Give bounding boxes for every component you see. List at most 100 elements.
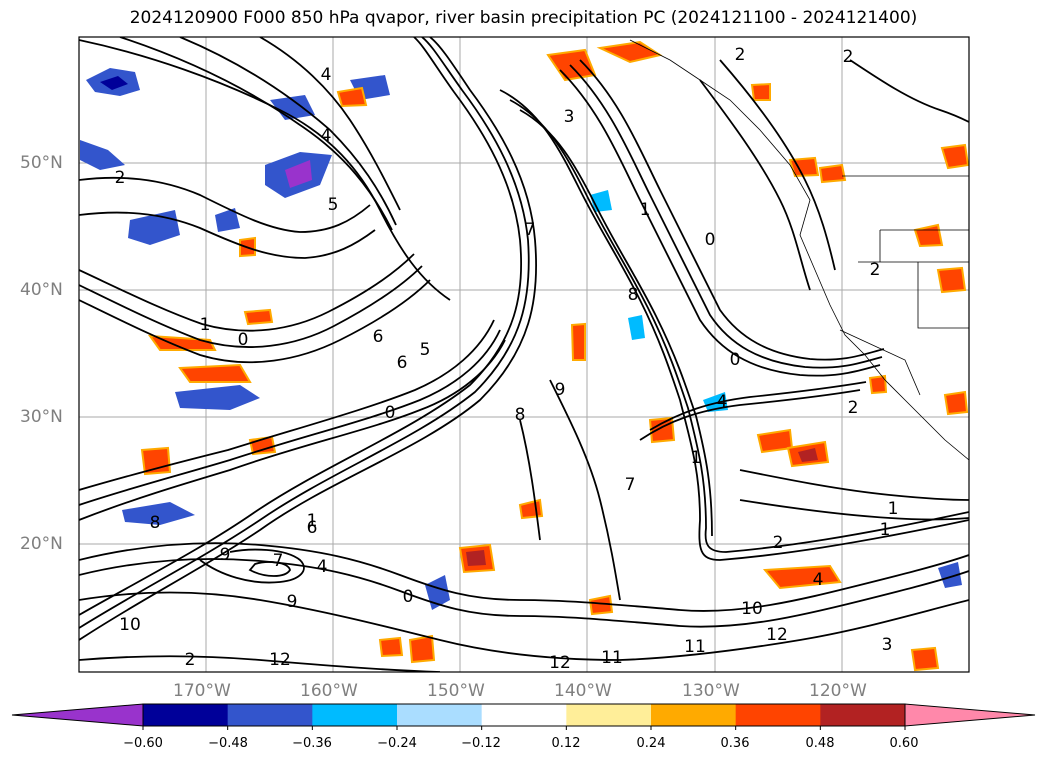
colorbar [11,703,1036,730]
colorbar-tick-label: 0.36 [720,736,750,751]
contour-label: 11 [601,648,623,668]
contour-label: 2 [185,650,196,670]
anomaly-blob [588,594,614,616]
colorbar-extend-low [11,703,144,727]
colorbar-extend-high [904,703,1036,727]
contour-label: 1 [307,511,318,531]
anomaly-blob [546,48,597,82]
colorbar-ticks [142,726,906,730]
anomaly-blob [756,428,794,454]
colorbar-segment [651,704,737,726]
contour-label: 1 [691,448,702,468]
contour-line [79,542,969,612]
contour-line [79,339,506,521]
anomaly-blob [910,646,940,672]
contour-line [179,37,397,226]
colorbar-segment [566,704,652,726]
contour-label: 9 [287,592,298,612]
contour-line [79,37,530,629]
contour-label: 1 [880,520,891,540]
contour-line [509,99,969,553]
anomaly-blob [270,95,315,120]
contour-line [79,37,538,641]
anomaly-blob [570,322,586,361]
anomaly-blob [336,86,368,108]
contour-line [259,37,401,211]
contour-line [79,655,441,672]
lon-label-160w: 160°W [300,681,358,701]
colorbar-tick-label: −0.48 [208,736,248,751]
contour-label: 9 [555,380,566,400]
contour-label: 10 [741,599,763,619]
contour-label: 4 [321,126,332,146]
contour-line [199,548,305,584]
colorbar-tick-label: −0.24 [377,736,417,751]
contour-line [79,211,376,259]
contour-line [79,265,423,348]
contour-line [739,499,969,521]
contour-line [79,176,371,233]
contour-label: 0 [238,330,249,350]
contour-line [559,69,881,377]
contour-label: 12 [766,625,788,645]
state-border [858,229,969,263]
anomaly-blob [938,562,962,588]
contour-label: 5 [420,340,431,360]
anomaly-blob [243,308,274,326]
coastlines-and-borders [629,39,969,461]
anomaly-blob [818,163,847,184]
contour-label: 9 [220,545,231,565]
contour-line [579,59,885,361]
contour-line [79,329,501,506]
anomaly-blob [943,390,969,416]
page-title: 2024120900 F000 850 hPa qvapor, river ba… [129,8,918,28]
colorbar-tick-label: −0.12 [461,736,501,751]
contour-label: 7 [525,220,536,240]
anomaly-blob [285,160,312,188]
contour-line [79,279,431,364]
colorbar-tick-label: 0.48 [805,736,835,751]
contour-line [569,64,883,369]
contour-line [649,381,867,431]
contour-line [519,109,713,537]
contour-label: 6 [397,353,408,373]
contour-line [739,469,969,501]
contour-label: 5 [328,195,339,215]
anomaly-blob [648,416,676,444]
anomaly-blob [868,374,888,395]
contour-line [119,37,393,231]
colorbar-tick-label: 0.60 [889,736,919,751]
contour-label: 0 [385,403,396,423]
contour-line [719,59,836,271]
contour-label: 0 [705,230,716,250]
lat-label-40n: 40°N [20,280,63,300]
contour-label: 12 [549,653,571,673]
anomaly-blob [628,315,645,340]
contour-label: 0 [403,587,414,607]
contour-label: 2 [870,260,881,280]
anomaly-blob [80,140,125,170]
lon-label-150w: 150°W [427,681,485,701]
contour-label: 12 [269,650,291,670]
contour-label: 1 [888,499,899,519]
anomaly-blob [100,76,128,90]
contour-label: 3 [882,635,893,655]
contour-label: 11 [684,637,706,657]
contour-labels: 4 4 2 2 3 2 5 7 1 0 1 0 6 6 5 8 9 0 0 8 … [115,45,899,673]
contour-label: 8 [515,405,526,425]
lat-label-50n: 50°N [20,153,63,173]
colorbar-tick-label: −0.36 [292,736,332,751]
contour-label: 1 [200,315,211,335]
contour-line [79,591,969,661]
colorbar-segment [143,704,229,726]
colorbar-segment [397,704,483,726]
lat-label-20n: 20°N [20,534,63,554]
state-border [917,262,969,329]
lat-label-30n: 30°N [20,407,63,427]
contour-label: 2 [773,533,784,553]
contour-line [519,419,541,541]
contour-label: 6 [373,327,384,347]
anomaly-blob [378,636,404,658]
contour-label: 7 [625,475,636,495]
